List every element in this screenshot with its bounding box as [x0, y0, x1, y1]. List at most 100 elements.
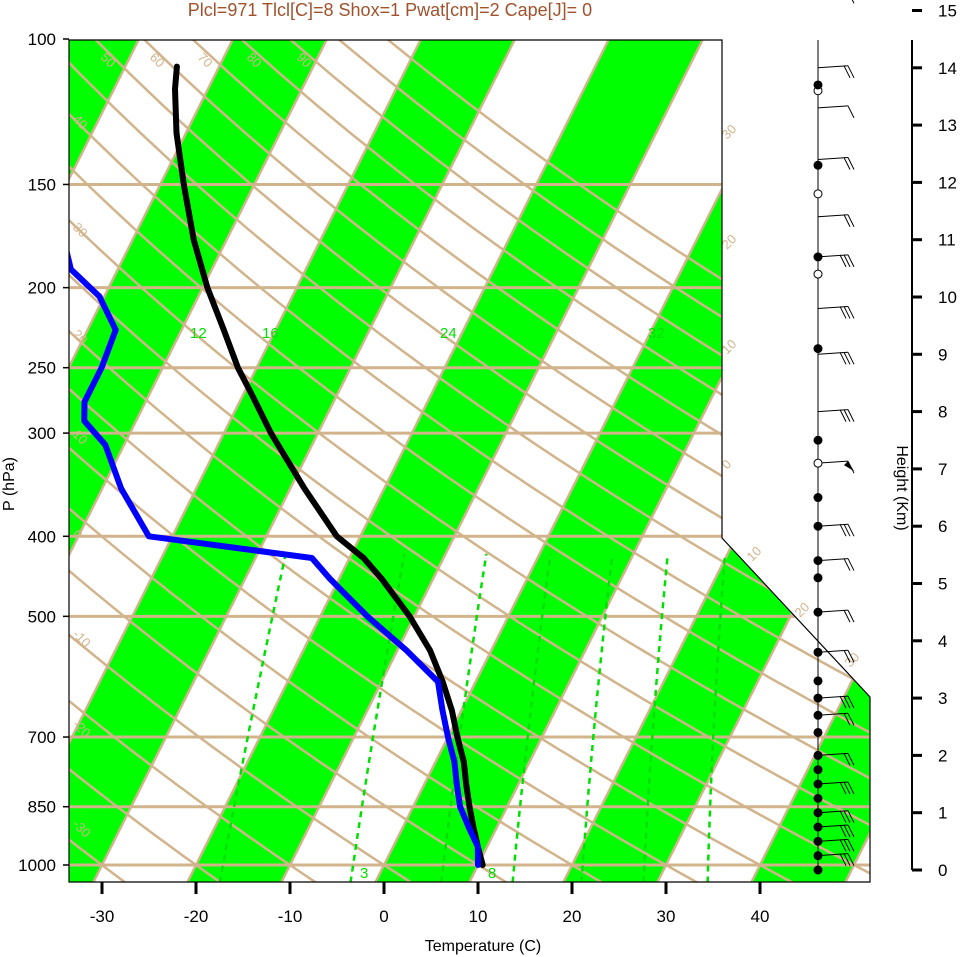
wind-barb-shaft — [817, 824, 849, 828]
height-marker-filled — [813, 865, 823, 875]
wind-barb-shaft — [817, 156, 849, 160]
temperature-axis: -30 -20 -10 0 10 20 30 40 — [90, 882, 770, 926]
wind-barb — [843, 409, 851, 422]
wind-barb — [839, 254, 847, 268]
wind-barb — [843, 753, 851, 766]
height-tick-label: 14 — [938, 59, 957, 78]
dry-adiabat-line — [69, 40, 870, 882]
wind-barb-shaft — [817, 460, 849, 464]
height-marker-filled — [813, 710, 823, 720]
wind-barb — [843, 157, 851, 170]
temperature-tick-label: 10 — [469, 907, 488, 926]
y-axis-label: P (hPa) — [1, 457, 18, 511]
x-axis-label: Temperature (C) — [425, 938, 541, 955]
height-marker-filled — [813, 344, 823, 354]
wind-barb-shaft — [817, 105, 849, 109]
dry-adiabat-line — [69, 40, 870, 882]
pressure-tick-label: 400 — [28, 527, 56, 546]
wind-barb — [847, 609, 855, 623]
mixing-ratio-line — [349, 553, 406, 882]
height-axis-label: Height (Km) — [893, 445, 910, 530]
dewpoint-line — [69, 63, 481, 868]
height-tick-label: 0 — [938, 861, 947, 880]
wind-barb — [839, 839, 847, 852]
wind-barb — [839, 781, 847, 795]
dry-adiabat-line — [69, 40, 698, 882]
wind-barb — [839, 824, 847, 838]
height-tick-label: 9 — [938, 345, 947, 364]
pressure-tick-label: 100 — [28, 30, 56, 49]
height-marker-filled — [813, 676, 823, 686]
wind-height-column — [813, 0, 855, 875]
wind-barb — [847, 214, 855, 228]
height-marker-filled — [813, 693, 823, 703]
height-marker-filled — [813, 80, 823, 90]
height-tick-label: 8 — [938, 403, 947, 422]
mixing-ratio-lines — [218, 553, 727, 882]
height-tick-label: 11 — [938, 231, 956, 250]
isotherm-top-label: 70 — [195, 50, 216, 71]
wind-barb — [843, 853, 851, 866]
pressure-tick-label: 200 — [28, 279, 56, 298]
height-tick-label: 3 — [938, 689, 947, 708]
dry-adiabat-line — [69, 40, 412, 882]
wind-barb — [847, 650, 855, 663]
height-marker-filled — [813, 493, 823, 503]
height-tick-label: 5 — [938, 575, 947, 594]
temperature-tick-label: 20 — [563, 907, 582, 926]
mixing-ratio-label: 24 — [440, 325, 457, 342]
wind-barb — [847, 753, 855, 766]
wind-barb-shaft — [817, 65, 849, 69]
height-tick-label: 1 — [938, 804, 947, 823]
wind-barb-shaft — [817, 810, 849, 814]
isotherm-line — [750, 40, 870, 882]
temperature-line — [172, 63, 486, 868]
wind-barb — [847, 713, 855, 726]
height-marker-filled — [813, 252, 823, 262]
isotherm-line — [69, 40, 422, 882]
wind-barb — [843, 810, 851, 823]
wind-barb — [843, 214, 851, 228]
wind-barb — [847, 352, 855, 365]
height-marker-filled — [813, 765, 823, 775]
wind-barb — [847, 254, 855, 268]
height-marker-open — [813, 189, 823, 199]
mixing-ratio-labels: 12 16 24 32 3 8 — [190, 325, 665, 882]
wind-barb — [847, 695, 855, 709]
band — [187, 40, 703, 882]
wind-barb — [847, 781, 855, 795]
wind-barb — [839, 853, 847, 866]
wind-barb-shaft — [817, 558, 849, 562]
isotherm-line — [69, 40, 234, 882]
isotherm-right-label: 10 — [744, 543, 765, 564]
wind-barb-shaft — [817, 649, 849, 653]
wind-barb — [843, 650, 851, 663]
wind-barb-shaft — [817, 853, 849, 857]
height-tick-label: 2 — [938, 746, 947, 765]
wind-barb — [847, 810, 855, 823]
height-tick-label: 7 — [938, 460, 947, 479]
wind-barb — [847, 105, 855, 119]
pressure-axis: 100 150 200 250 300 400 500 700 850 1000 — [18, 30, 69, 875]
wind-barb — [843, 523, 851, 537]
wind-barb-shaft — [817, 781, 849, 785]
plot-frame — [68, 39, 871, 883]
height-marker-open — [813, 269, 823, 279]
wind-barb — [847, 558, 855, 571]
wind-barb-shaft — [817, 712, 849, 716]
wind-barb — [843, 781, 851, 795]
mixing-ratio-label: 8 — [488, 865, 496, 882]
temperature-tick-label: 40 — [751, 907, 770, 926]
wind-barb-shaft — [817, 752, 849, 756]
height-tick-label: 15 — [938, 2, 957, 21]
height-marker-filled — [813, 607, 823, 617]
height-tick-label: 10 — [938, 288, 957, 307]
height-tick-label: 6 — [938, 517, 947, 536]
pressure-tick-label: 1000 — [18, 856, 56, 875]
isotherm-line — [92, 40, 516, 882]
temperature-tick-label: -20 — [184, 907, 209, 926]
wind-barb — [839, 523, 847, 537]
wind-barb — [843, 713, 851, 726]
isotherm-line — [186, 40, 610, 882]
